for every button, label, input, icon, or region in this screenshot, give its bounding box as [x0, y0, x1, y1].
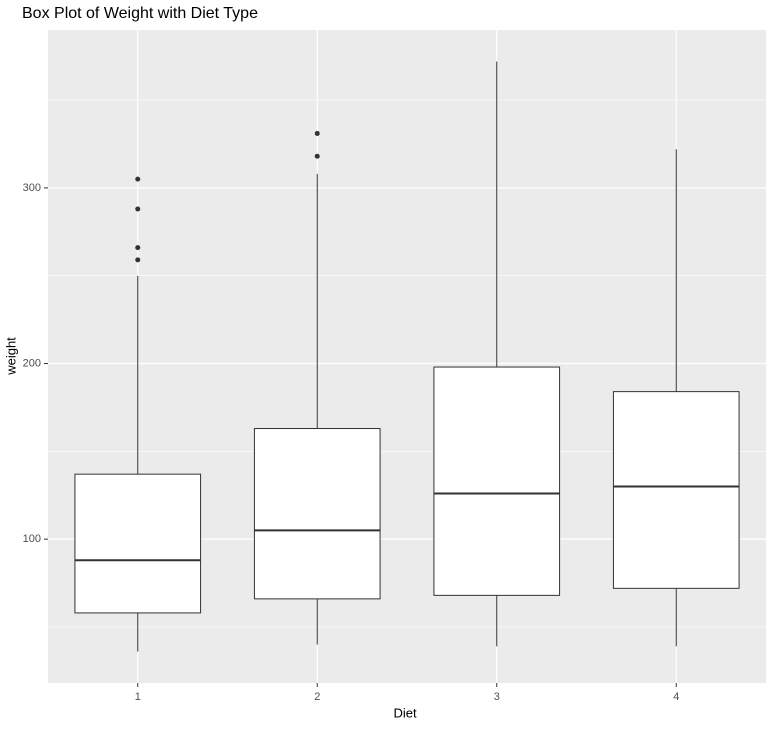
box [612, 391, 740, 589]
y-axis-label: weight [3, 337, 18, 376]
x-tick-label: 1 [135, 691, 141, 703]
chart-title: Box Plot of Weight with Diet Type [22, 5, 258, 22]
outlier [314, 130, 320, 136]
outlier [135, 176, 141, 182]
box [253, 428, 381, 600]
box [433, 366, 561, 596]
x-tick-label: 4 [673, 691, 679, 703]
y-tick-label: 300 [23, 182, 41, 194]
outlier [314, 153, 320, 159]
x-tick-label: 3 [494, 691, 500, 703]
box [74, 473, 202, 614]
outlier [135, 245, 141, 251]
y-tick-label: 100 [23, 533, 41, 545]
outlier [135, 206, 141, 212]
x-axis-label: Diet [393, 705, 417, 720]
x-tick-label: 2 [314, 691, 320, 703]
outlier [135, 257, 141, 263]
y-tick-label: 200 [23, 357, 41, 369]
